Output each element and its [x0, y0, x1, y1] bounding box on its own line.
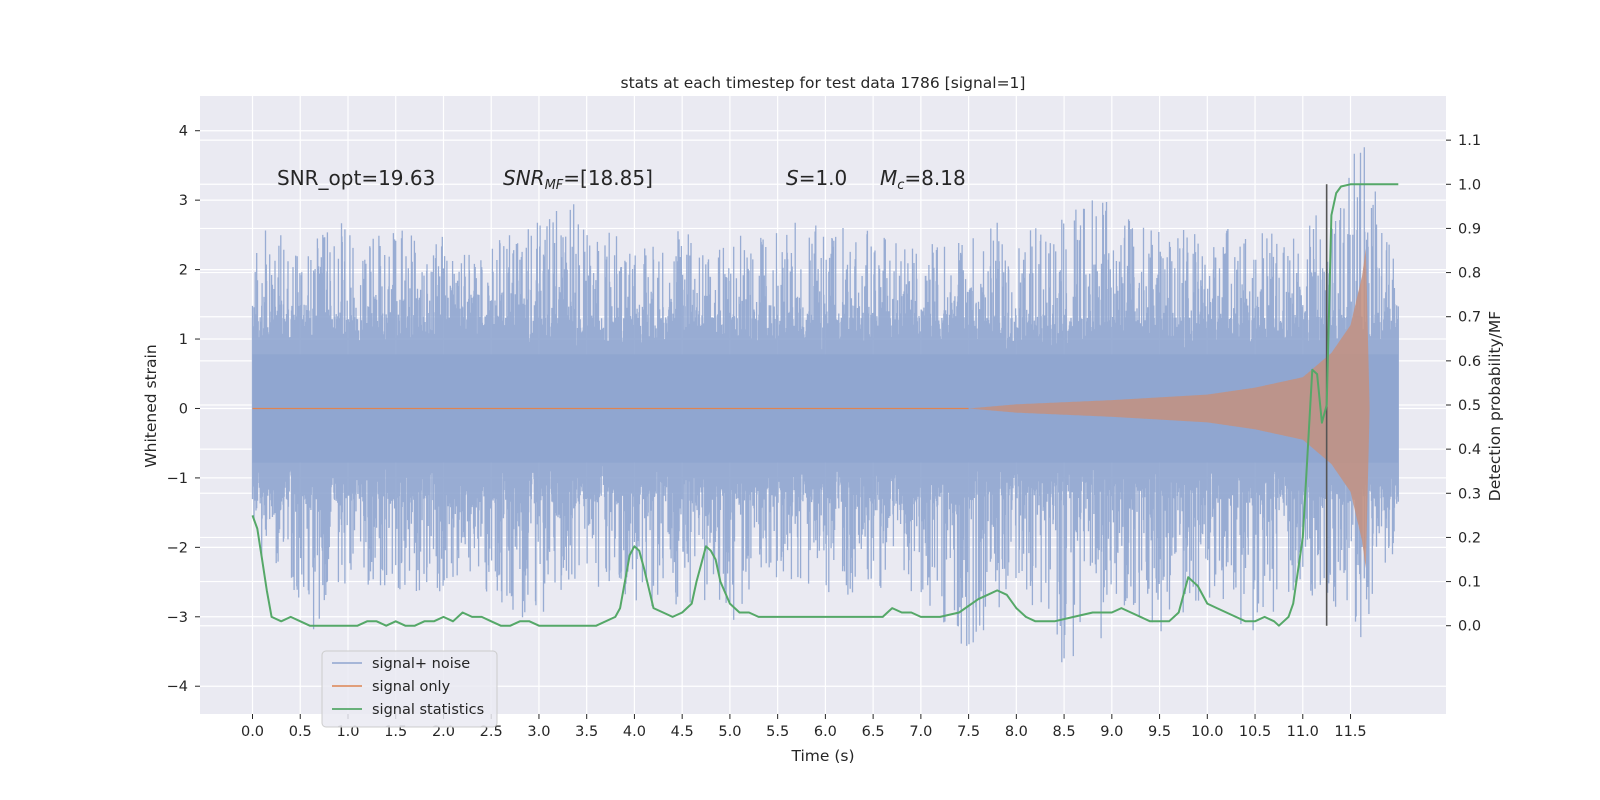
- x-axis-ticks: 0.0 0.5 1.0 1.5 2.0 2.5 3.0 3.5 4.0 4.5 5.0 5.5 6.0 6…: [241, 714, 1367, 740]
- y-tick-label: −2: [167, 540, 188, 556]
- y2-tick-label: 0.6: [1458, 354, 1481, 370]
- x-tick-label: 2.0: [432, 724, 455, 740]
- x-tick-label: 8.0: [1005, 724, 1028, 740]
- x-tick-label: 7.0: [909, 724, 932, 740]
- y-tick-label: −1: [167, 471, 188, 487]
- annotation-mc-sub: c: [897, 178, 904, 193]
- chart-title: stats at each timestep for test data 178…: [621, 74, 1026, 92]
- y-axis-ticks: 4 3 2 1 0 −1 −2 −3 −4: [167, 124, 200, 695]
- x-tick-label: 10.0: [1191, 724, 1223, 740]
- x-tick-label: 5.5: [766, 724, 789, 740]
- y2-tick-label: 1.0: [1458, 177, 1481, 193]
- annotation-mc: Mc=8.18: [880, 166, 966, 193]
- x-tick-label: 7.5: [957, 724, 980, 740]
- signal-statistics-line: [251, 183, 1399, 627]
- y-tick-label: 4: [179, 124, 188, 140]
- y2-axis-label: Detection probability/MF: [1486, 311, 1504, 502]
- legend: signal+ noise signal only signal statist…: [321, 650, 498, 728]
- series-signal-only: [252, 248, 1370, 569]
- y2-tick-label: 0.7: [1458, 310, 1481, 326]
- annotation-s-value: =1.0: [799, 166, 848, 190]
- x-tick-label: 9.5: [1148, 724, 1171, 740]
- x-tick-label: 3.0: [527, 724, 550, 740]
- annotation-snr-mf-value: =[18.85]: [563, 166, 653, 190]
- y2-tick-label: 0.4: [1458, 442, 1481, 458]
- y-tick-label: 2: [179, 263, 188, 279]
- x-tick-label: 3.5: [575, 724, 598, 740]
- annotation-snr-mf-base: SNR: [503, 166, 545, 190]
- y-tick-label: 0: [179, 401, 188, 417]
- y-tick-label: −4: [167, 679, 188, 695]
- x-tick-label: 1.5: [384, 724, 407, 740]
- annotation-snr-mf-sub: MF: [545, 178, 564, 193]
- x-tick-label: 5.0: [718, 724, 741, 740]
- annotation-snr-opt: SNR_opt=19.63: [277, 166, 435, 190]
- annotation-mc-value: =8.18: [904, 166, 965, 190]
- y2-axis-ticks: 1.1 1.0 0.9 0.8 0.7 0.6 0.5 0.4 0.3 0.2 0.1 0.0: [1446, 133, 1481, 635]
- y-axis-label: Whitened strain: [142, 344, 160, 467]
- x-tick-label: 9.0: [1100, 724, 1123, 740]
- legend-label-signal-noise: signal+ noise: [372, 656, 470, 672]
- x-tick-label: 6.0: [814, 724, 837, 740]
- y2-tick-label: 0.9: [1458, 221, 1481, 237]
- y2-tick-label: 1.1: [1458, 133, 1481, 149]
- annotation-snr-mf: SNRMF=[18.85]: [503, 166, 653, 193]
- x-tick-label: 2.5: [480, 724, 503, 740]
- annotation-s-symbol: S: [786, 166, 799, 190]
- x-tick-label: 0.5: [289, 724, 312, 740]
- x-tick-label: 10.5: [1239, 724, 1271, 740]
- x-tick-label: 11.5: [1334, 724, 1366, 740]
- y2-tick-label: 0.5: [1458, 398, 1481, 414]
- annotation-s: S=1.0: [786, 166, 847, 190]
- y-tick-label: −3: [167, 610, 188, 626]
- series-signal-statistics: [251, 183, 1399, 627]
- x-axis-label: Time (s): [790, 747, 854, 765]
- y2-tick-label: 0.1: [1458, 575, 1481, 591]
- legend-label-signal-statistics: signal statistics: [372, 702, 484, 718]
- x-tick-label: 1.0: [336, 724, 359, 740]
- x-tick-label: 4.0: [623, 724, 646, 740]
- y2-tick-label: 0.2: [1458, 530, 1481, 546]
- x-tick-label: 4.5: [671, 724, 694, 740]
- x-tick-label: 6.5: [862, 724, 885, 740]
- annotation-mc-base: M: [880, 166, 897, 190]
- legend-label-signal-only: signal only: [372, 679, 451, 695]
- x-tick-label: 11.0: [1287, 724, 1319, 740]
- y-tick-label: 1: [179, 332, 188, 348]
- x-tick-label: 8.5: [1053, 724, 1076, 740]
- y-tick-label: 3: [179, 193, 188, 209]
- x-tick-label: 0.0: [241, 724, 264, 740]
- signal-only-envelope: [968, 248, 1370, 569]
- y2-tick-label: 0.8: [1458, 266, 1481, 282]
- legend-box: [321, 650, 498, 728]
- y2-tick-label: 0.3: [1458, 486, 1481, 502]
- y2-tick-label: 0.0: [1458, 619, 1481, 635]
